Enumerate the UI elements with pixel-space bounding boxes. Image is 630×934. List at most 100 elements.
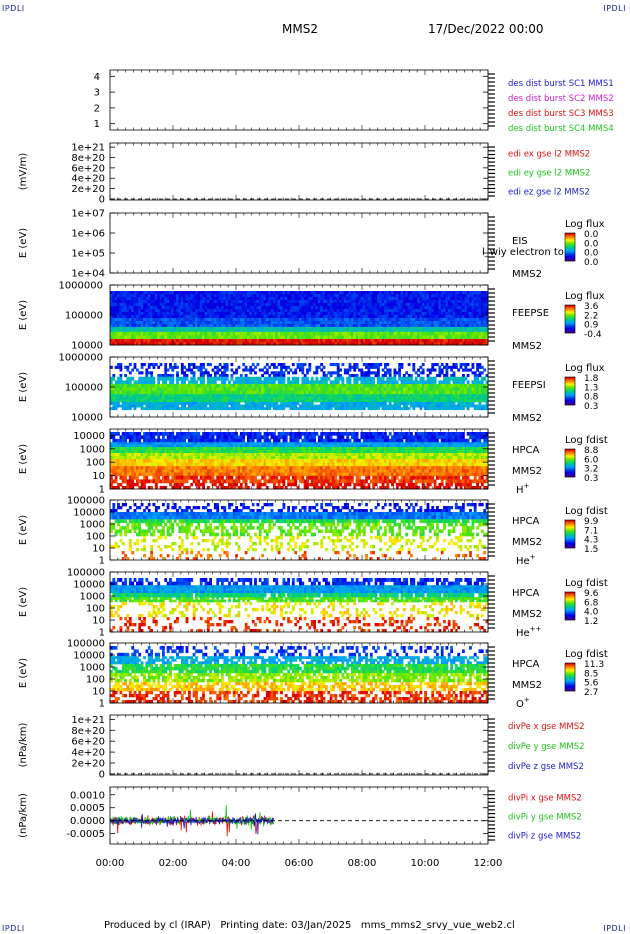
spectrogram-cell (334, 342, 338, 346)
spectrogram-cell (138, 303, 142, 307)
spectrogram-cell (169, 318, 172, 322)
spectrogram-cell (393, 339, 397, 343)
spectrogram-cell (244, 324, 248, 328)
spectrogram-cell (124, 312, 127, 316)
spectrogram-cell (169, 365, 172, 369)
spectrogram-cell (157, 384, 161, 388)
spectrogram-cell (405, 312, 409, 316)
spectrogram-cell (197, 394, 201, 398)
spectrogram-cell (407, 297, 411, 301)
spectrogram-cell (353, 312, 357, 316)
spectrogram-cell (228, 312, 231, 316)
spectrogram-cell (398, 303, 401, 307)
spectrogram-cell (386, 303, 390, 307)
spectrogram-cell (478, 294, 482, 298)
spectrogram-cell (140, 371, 144, 375)
spectrogram-cell (136, 303, 139, 307)
spectrogram-cell (284, 399, 288, 403)
spectrogram-cell (251, 335, 255, 340)
spectrogram-cell (124, 399, 127, 403)
spectrogram-cell (225, 376, 229, 381)
spectrogram-cell (282, 387, 286, 392)
spectrogram-cell (128, 321, 132, 325)
spectrogram-cell (280, 303, 283, 307)
spectrogram-cell (348, 297, 352, 301)
spectrogram-cell (211, 335, 215, 340)
spectrogram-cell (223, 365, 227, 369)
spectrogram-cell (121, 306, 125, 310)
spectrogram-cell (412, 380, 416, 385)
spectrogram-cell (110, 365, 113, 369)
spectrogram-cell (310, 306, 314, 310)
spectrogram-cell (310, 300, 314, 304)
panel-frame (109, 69, 489, 131)
spectrogram-cell (223, 306, 227, 310)
spectrogram-cell (251, 315, 255, 319)
spectrogram-cell (143, 394, 146, 398)
spectrogram-cell (230, 306, 234, 310)
spectrogram-cell (325, 335, 328, 340)
spectrogram-cell (112, 394, 116, 398)
spectrogram-cell (169, 303, 172, 307)
spectrogram-cell (414, 387, 418, 392)
spectrogram-cell (440, 368, 444, 372)
spectrogram-cell (334, 329, 338, 333)
spectrogram-cell (379, 291, 383, 295)
spectrogram-cell (206, 300, 210, 304)
spectrogram-cell (169, 376, 172, 381)
spectrogram-cell (428, 291, 432, 295)
spectrogram-cell (204, 368, 208, 372)
spectrogram-cell (391, 394, 394, 398)
spectrogram-cell (372, 324, 375, 328)
spectrogram-cell (433, 324, 437, 328)
y-tick-label: 10000 (71, 341, 103, 352)
spectrogram-cell (202, 324, 205, 328)
spectrogram-cell (299, 312, 302, 316)
spectrogram-cell (121, 339, 125, 343)
spectrogram-cell (280, 384, 283, 388)
spectrogram-cell (185, 396, 189, 400)
spectrogram-cell (192, 294, 196, 298)
spectrogram-cell (261, 309, 264, 313)
spectrogram-cell (204, 300, 208, 304)
colorbar-segment (565, 329, 575, 331)
spectrogram-cell (296, 335, 300, 340)
spectrogram-cell (192, 324, 196, 328)
spectrogram-cell (221, 339, 224, 343)
spectrogram-cell (450, 329, 453, 333)
spectrogram-cell (256, 324, 260, 328)
spectrogram-cell (183, 309, 186, 313)
spectrogram-cell (365, 384, 368, 388)
spectrogram-cell (433, 387, 437, 392)
spectrogram-cell (400, 365, 404, 369)
spectrogram-cell (291, 390, 295, 395)
spectrogram-cell (294, 331, 298, 336)
spectrogram-cell (388, 318, 392, 322)
spectrogram-cell (355, 315, 359, 319)
spectrogram-cell (258, 321, 262, 325)
spectrogram-cell (287, 394, 290, 398)
spectrogram-cell (185, 399, 189, 403)
spectrogram-cell (176, 376, 179, 381)
colorbar-segment (565, 238, 575, 240)
spectrogram-cell (258, 312, 262, 316)
spectrogram-cell (143, 387, 146, 392)
spectrogram-cell (348, 324, 352, 328)
spectrogram-cell (270, 363, 274, 367)
spectrogram-cell (124, 329, 127, 333)
spectrogram-cell (325, 376, 328, 381)
spectrogram-cell (242, 318, 246, 322)
spectrogram-cell (275, 365, 279, 369)
spectrogram-cell (282, 315, 286, 319)
spectrogram-cell (209, 374, 212, 378)
spectrogram-cell (365, 335, 368, 340)
spectrogram-cell (140, 396, 144, 400)
spectrogram-cell (424, 339, 427, 343)
spectrogram-cell (178, 329, 182, 333)
spectrogram-cell (159, 376, 163, 381)
spectrogram-cell (355, 335, 359, 340)
spectrogram-cell (244, 300, 248, 304)
spectrogram-cell (114, 331, 118, 336)
spectrogram-cell (282, 399, 286, 403)
spectrogram-cell (199, 331, 203, 336)
